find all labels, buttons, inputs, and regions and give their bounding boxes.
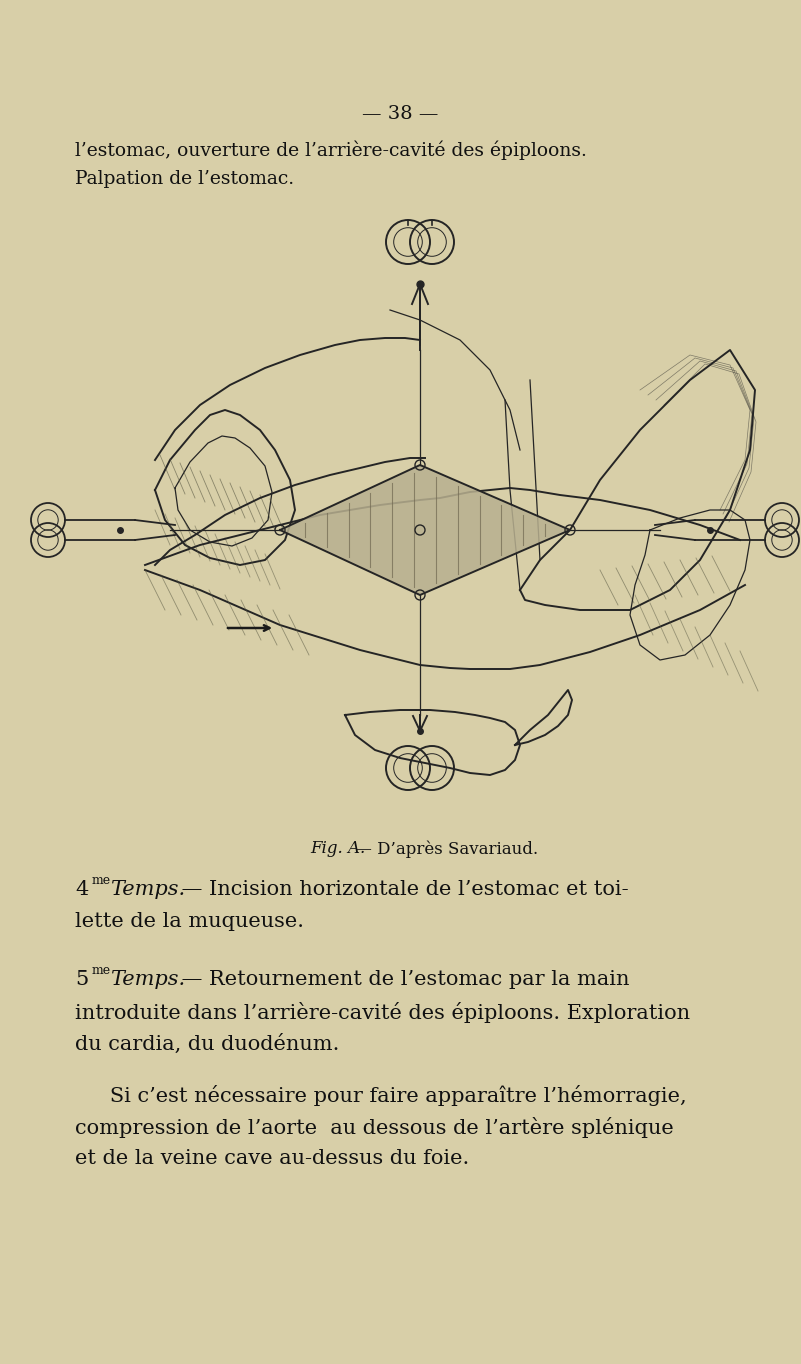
Text: 5: 5 — [75, 970, 88, 989]
Text: introduite dans l’arrière-cavité des épiploons. Exploration: introduite dans l’arrière-cavité des épi… — [75, 1003, 690, 1023]
Text: 4: 4 — [75, 880, 88, 899]
Text: me: me — [92, 874, 111, 887]
Text: Si c’est nécessaire pour faire apparaître l’hémorragie,: Si c’est nécessaire pour faire apparaîtr… — [90, 1084, 686, 1106]
Text: — Incision horizontale de l’estomac et toi-: — Incision horizontale de l’estomac et t… — [175, 880, 629, 899]
Polygon shape — [280, 465, 570, 595]
Text: me: me — [92, 964, 111, 977]
Text: Palpation de l’estomac.: Palpation de l’estomac. — [75, 170, 294, 188]
Text: Fig. A.: Fig. A. — [310, 840, 365, 857]
Text: — 38 —: — 38 — — [362, 105, 438, 123]
Text: compression de l’aorte  au dessous de l’artère splénique: compression de l’aorte au dessous de l’a… — [75, 1117, 674, 1138]
Text: — D’après Savariaud.: — D’après Savariaud. — [350, 840, 538, 858]
Text: l’estomac, ouverture de l’arrière-cavité des épiploons.: l’estomac, ouverture de l’arrière-cavité… — [75, 140, 587, 160]
Text: et de la veine cave au-dessus du foie.: et de la veine cave au-dessus du foie. — [75, 1148, 469, 1168]
Text: — Retournement de l’estomac par la main: — Retournement de l’estomac par la main — [175, 970, 630, 989]
Text: du cardia, du duodénum.: du cardia, du duodénum. — [75, 1034, 340, 1054]
Text: Temps.: Temps. — [110, 970, 185, 989]
Text: lette de la muqueuse.: lette de la muqueuse. — [75, 913, 304, 932]
Text: Temps.: Temps. — [110, 880, 185, 899]
